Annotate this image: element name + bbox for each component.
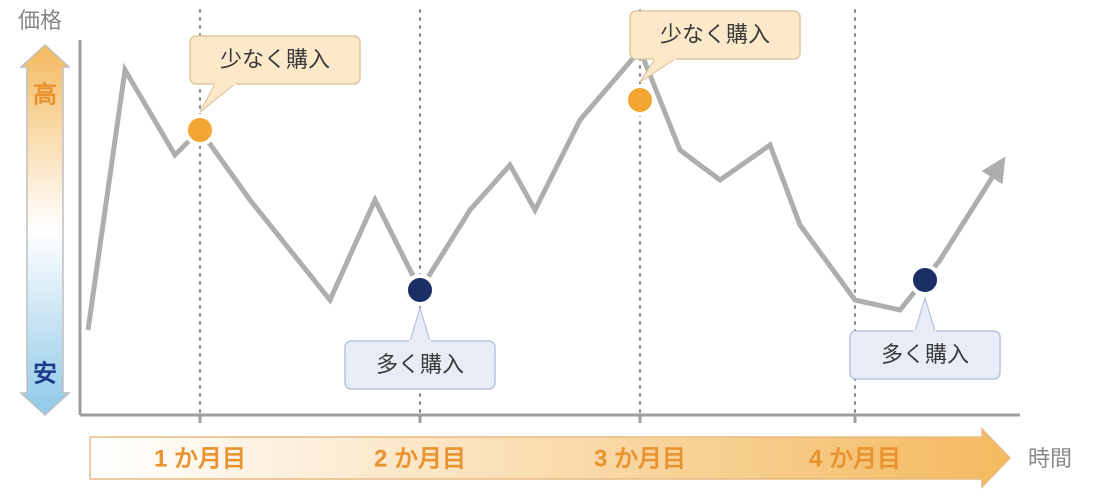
y-low-label: 安 bbox=[33, 359, 57, 387]
y-axis-title: 価格 bbox=[18, 8, 62, 33]
callout-pointer bbox=[410, 308, 430, 341]
marker-m3: 少なく購入 bbox=[626, 11, 800, 114]
marker-dot bbox=[186, 116, 214, 144]
x-axis-title: 時間 bbox=[1028, 446, 1072, 471]
marker-dot bbox=[626, 86, 654, 114]
x-month-label: 1 か月目 bbox=[154, 445, 246, 472]
price-time-chart: 少なく購入多く購入 少なく購入多く購入 高安 1 か月目 2 か月目 3 か月目 4 か月目… bbox=[0, 0, 1100, 500]
y-high-label: 高 bbox=[33, 80, 57, 108]
marker-m2: 多く購入 bbox=[345, 276, 495, 389]
x-month-label: 4 か月目 bbox=[809, 445, 901, 472]
x-month-label: 3 か月目 bbox=[594, 445, 686, 472]
marker-m4: 多く購入 bbox=[850, 266, 1000, 379]
callout-text: 多く購入 bbox=[376, 352, 464, 377]
marker-m1: 少なく購入 bbox=[186, 36, 360, 144]
callout-text: 少なく購入 bbox=[220, 47, 330, 72]
marker-dot bbox=[406, 276, 434, 304]
callout-text: 少なく購入 bbox=[660, 22, 770, 47]
marker-dot bbox=[911, 266, 939, 294]
callout-pointer bbox=[915, 298, 935, 331]
callout-pointer bbox=[200, 84, 235, 112]
x-month-label: 2 か月目 bbox=[374, 445, 466, 472]
callout-text: 多く購入 bbox=[881, 342, 969, 367]
